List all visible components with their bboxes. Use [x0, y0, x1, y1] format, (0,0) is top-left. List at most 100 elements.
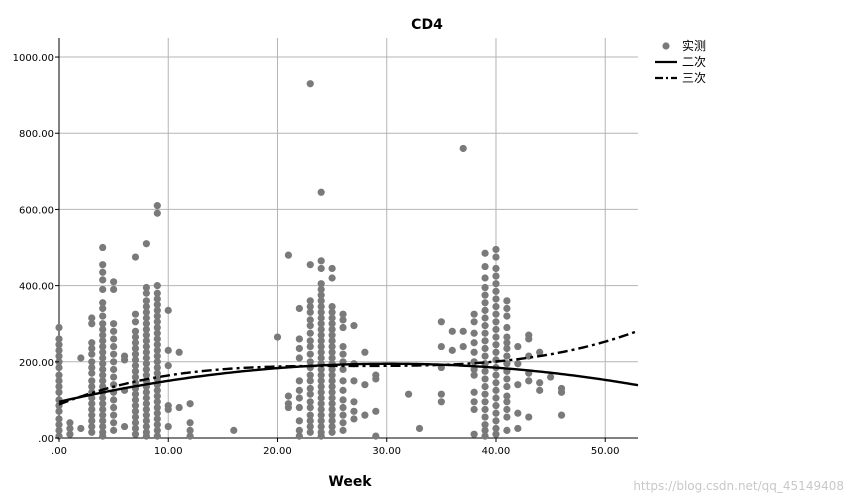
data-point: [470, 430, 478, 438]
data-point: [142, 325, 150, 334]
data-point: [350, 398, 358, 406]
data-point: [284, 251, 293, 259]
data-point: [328, 302, 336, 311]
data-point: [503, 344, 511, 353]
data-point: [153, 403, 161, 412]
data-point: [470, 310, 478, 318]
data-point: [175, 403, 183, 412]
data-point: [492, 302, 500, 311]
y-tick-label: 400.00: [19, 282, 54, 293]
data-point: [492, 245, 500, 254]
data-point: [110, 350, 118, 358]
data-point: [328, 342, 336, 351]
data-point: [470, 405, 478, 414]
data-point: [481, 352, 489, 360]
data-point: [142, 342, 150, 351]
data-point: [339, 350, 347, 358]
data-point: [339, 426, 347, 434]
data-point: [55, 388, 63, 396]
data-point: [492, 402, 500, 410]
data-point: [306, 403, 314, 412]
data-point: [88, 369, 96, 377]
data-point: [142, 337, 150, 345]
data-point: [339, 310, 347, 318]
data-point: [99, 276, 107, 284]
data-point: [153, 318, 161, 326]
data-point: [66, 424, 74, 433]
data-point: [328, 411, 336, 419]
data-point: [295, 403, 303, 412]
data-point: [492, 333, 500, 341]
data-point: [481, 337, 489, 345]
data-point: [99, 405, 107, 414]
data-point: [55, 363, 63, 372]
data-point: [317, 354, 325, 362]
data-point: [131, 390, 140, 398]
data-point: [317, 302, 325, 311]
data-point: [317, 188, 325, 196]
data-point: [481, 405, 489, 414]
data-point: [481, 291, 489, 299]
data-point: [328, 354, 336, 362]
data-point: [481, 382, 489, 391]
data-point: [481, 322, 489, 330]
data-point: [536, 348, 544, 356]
data-point: [372, 432, 380, 440]
data-point: [404, 390, 413, 398]
data-point: [131, 373, 140, 381]
data-point: [110, 403, 118, 412]
data-point: [295, 426, 303, 434]
data-point: [339, 419, 347, 427]
data-point: [503, 360, 511, 368]
data-point: [186, 426, 194, 434]
data-point: [88, 363, 96, 372]
data-point: [361, 348, 369, 356]
data-point: [437, 342, 445, 351]
data-point: [131, 339, 140, 347]
data-point: [492, 272, 500, 280]
data-point: [142, 400, 150, 408]
data-point: [492, 417, 500, 425]
data-point: [99, 394, 107, 402]
legend-label: 二次: [682, 55, 706, 69]
data-point: [120, 422, 129, 431]
data-point: [492, 280, 500, 288]
data-point: [317, 400, 325, 408]
data-point: [131, 424, 140, 433]
data-point: [350, 415, 358, 423]
data-point: [339, 316, 347, 324]
data-point: [470, 318, 478, 326]
data-point: [328, 400, 336, 408]
data-point: [273, 333, 282, 341]
data-point: [492, 379, 500, 387]
data-point: [328, 422, 336, 431]
data-point: [525, 335, 533, 343]
data-point: [481, 329, 489, 337]
data-point: [153, 415, 161, 423]
data-point: [492, 430, 500, 438]
data-point: [110, 278, 118, 286]
data-point: [306, 398, 314, 406]
data-point: [339, 411, 347, 419]
data-point: [175, 348, 183, 356]
data-point: [295, 335, 303, 343]
data-point: [317, 337, 325, 345]
data-point: [328, 274, 336, 282]
data-point: [110, 419, 118, 427]
data-point: [317, 432, 325, 440]
data-point: [317, 405, 325, 414]
data-point: [306, 302, 314, 311]
data-point: [503, 392, 511, 400]
data-point: [88, 314, 96, 322]
data-point: [131, 310, 140, 318]
data-point: [99, 422, 107, 431]
data-point: [99, 342, 107, 351]
data-point: [153, 335, 161, 343]
data-point: [492, 253, 500, 261]
data-point: [142, 432, 150, 440]
data-point: [142, 422, 150, 431]
data-point: [317, 308, 325, 316]
data-point: [492, 386, 500, 394]
data-point: [153, 209, 161, 217]
